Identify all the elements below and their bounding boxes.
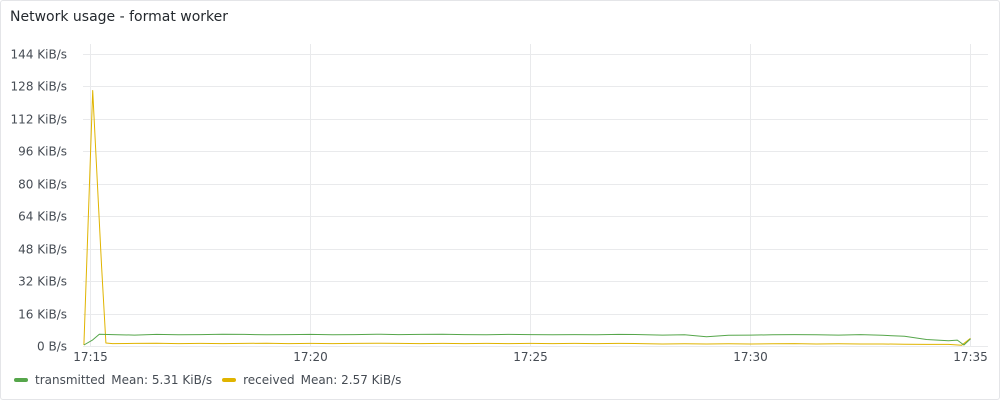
- y-tick-label: 16 KiB/s: [18, 308, 67, 322]
- grid-horizontal: [83, 54, 988, 347]
- series-line-transmitted: [83, 333, 971, 346]
- legend-swatch-transmitted: [14, 378, 28, 382]
- y-tick-label: 0 B/s: [37, 340, 67, 354]
- x-tick-label: 17:30: [733, 350, 768, 364]
- series-line-received: [83, 90, 971, 346]
- y-axis-labels: 0 B/s 16 KiB/s 32 KiB/s 48 KiB/s 64 KiB/s 80 …: [11, 48, 67, 354]
- y-tick-label: 80 KiB/s: [18, 178, 67, 192]
- legend-series-mean: Mean: 2.57 KiB/s: [300, 373, 402, 387]
- x-tick-label: 17:25: [513, 350, 548, 364]
- panel-title[interactable]: Network usage - format worker: [10, 9, 229, 25]
- grid-vertical: [90, 44, 971, 346]
- legend-series-mean: Mean: 5.31 KiB/s: [111, 373, 213, 387]
- legend-item-received[interactable]: received Mean: 2.57 KiB/s: [222, 373, 401, 387]
- y-tick-label: 64 KiB/s: [18, 210, 67, 224]
- y-tick-label: 48 KiB/s: [18, 243, 67, 257]
- x-tick-label: 17:35: [953, 350, 988, 364]
- y-tick-label: 96 KiB/s: [18, 145, 67, 159]
- legend-item-transmitted[interactable]: transmitted Mean: 5.31 KiB/s: [14, 373, 212, 387]
- y-tick-label: 112 KiB/s: [11, 113, 67, 127]
- legend: transmitted Mean: 5.31 KiB/s received Me…: [14, 373, 411, 387]
- legend-swatch-received: [222, 378, 237, 382]
- legend-series-name: transmitted: [35, 373, 106, 387]
- y-tick-label: 32 KiB/s: [18, 275, 67, 289]
- x-tick-label: 17:15: [73, 350, 108, 364]
- y-tick-label: 144 KiB/s: [11, 48, 67, 62]
- x-tick-label: 17:20: [293, 350, 328, 364]
- y-tick-label: 128 KiB/s: [11, 80, 67, 94]
- x-axis-labels: 17:15 17:20 17:25 17:30 17:35: [73, 350, 988, 364]
- series-lines: [83, 90, 971, 346]
- legend-series-name: received: [243, 373, 295, 387]
